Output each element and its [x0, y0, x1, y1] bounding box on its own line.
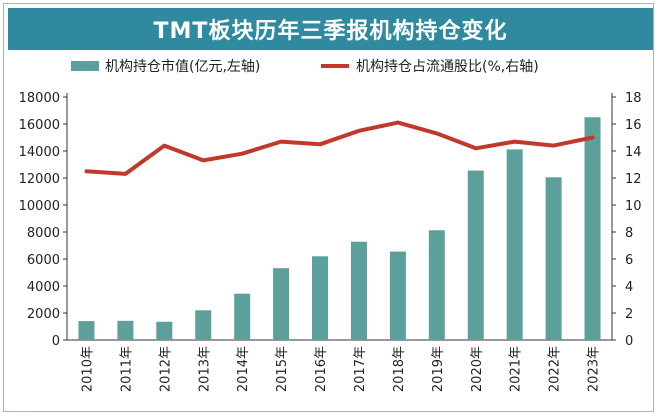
line-point — [123, 172, 127, 176]
title-bar: TMT板块历年三季报机构持仓变化 — [8, 8, 653, 50]
line-point — [201, 158, 205, 163]
chart-title: TMT板块历年三季报机构持仓变化 — [153, 19, 508, 44]
bar — [312, 256, 329, 340]
y-left-tick-label: 8000 — [27, 226, 60, 241]
y-right-tick-label: 14 — [625, 145, 642, 160]
x-tick-label: 2019年 — [431, 346, 446, 392]
line-point — [396, 121, 400, 125]
y-left-tick-label: 10000 — [19, 199, 60, 214]
bar — [234, 293, 251, 340]
y-left-tick-label: 6000 — [27, 253, 60, 268]
bar — [273, 268, 290, 340]
x-tick-label: 2015年 — [275, 346, 290, 392]
y-left-tick-label: 14000 — [19, 145, 60, 160]
line-point — [240, 152, 244, 156]
legend-bar-swatch — [71, 61, 99, 71]
bar — [195, 310, 212, 340]
line-series — [84, 120, 595, 176]
x-tick-label: 2012年 — [158, 346, 173, 392]
x-tick-label: 2022年 — [548, 346, 563, 392]
y-right-tick-label: 2 — [625, 307, 633, 322]
bar — [389, 251, 406, 340]
y-left-tick-label: 12000 — [19, 172, 60, 187]
y-right-tick-label: 12 — [625, 172, 642, 187]
x-tick-label: 2011年 — [119, 346, 134, 392]
line-point — [162, 144, 166, 148]
y-right-tick-label: 6 — [625, 253, 633, 268]
y-right-tick-label: 10 — [625, 199, 642, 214]
line-point — [279, 139, 283, 144]
line-point — [435, 131, 439, 136]
line-point — [552, 144, 556, 148]
y-left-tick-label: 2000 — [27, 307, 60, 322]
bar — [156, 321, 173, 340]
bar — [584, 117, 601, 340]
bar — [78, 321, 95, 340]
y-left-tick-label: 0 — [52, 334, 60, 349]
x-tick-label: 2017年 — [353, 346, 368, 392]
y-right-tick-label: 8 — [625, 226, 633, 241]
line-point — [318, 142, 322, 146]
x-tick-label: 2010年 — [80, 346, 95, 392]
chart-frame: TMT板块历年三季报机构持仓变化 — [3, 3, 654, 412]
x-tick-label: 2014年 — [236, 346, 251, 392]
x-tick-label: 2013年 — [197, 346, 212, 392]
legend-line-label: 机构持仓占流通股比(%,右轴) — [356, 59, 539, 75]
line-point — [84, 169, 89, 173]
x-tick-label: 2021年 — [509, 346, 524, 392]
line-point — [590, 135, 595, 140]
y-left-tick-label: 18000 — [19, 91, 60, 106]
legend-bar-label: 机构持仓市值(亿元,左轴) — [105, 58, 260, 75]
y-left-tick-label: 16000 — [19, 118, 60, 133]
bar — [545, 177, 562, 340]
y-right-tick-label: 4 — [625, 280, 633, 295]
y-left-tick-label: 4000 — [27, 280, 60, 295]
bar — [467, 170, 484, 340]
line-point — [357, 129, 361, 133]
y-right-tick-label: 0 — [625, 334, 633, 349]
y-right-tick-label: 18 — [625, 91, 642, 106]
x-tick-label: 2016年 — [314, 346, 329, 392]
line-point — [474, 146, 478, 150]
x-tick-label: 2023年 — [587, 346, 602, 392]
plot-area: 0200040006000800010000120001400016000180… — [19, 91, 642, 392]
bar — [350, 241, 367, 340]
x-tick-label: 2020年 — [470, 346, 485, 392]
y-right-tick-label: 16 — [625, 118, 642, 133]
x-tick-label: 2018年 — [392, 346, 407, 392]
bar — [428, 230, 445, 340]
bar — [506, 149, 523, 340]
line-point — [513, 139, 517, 144]
bar — [117, 320, 134, 340]
